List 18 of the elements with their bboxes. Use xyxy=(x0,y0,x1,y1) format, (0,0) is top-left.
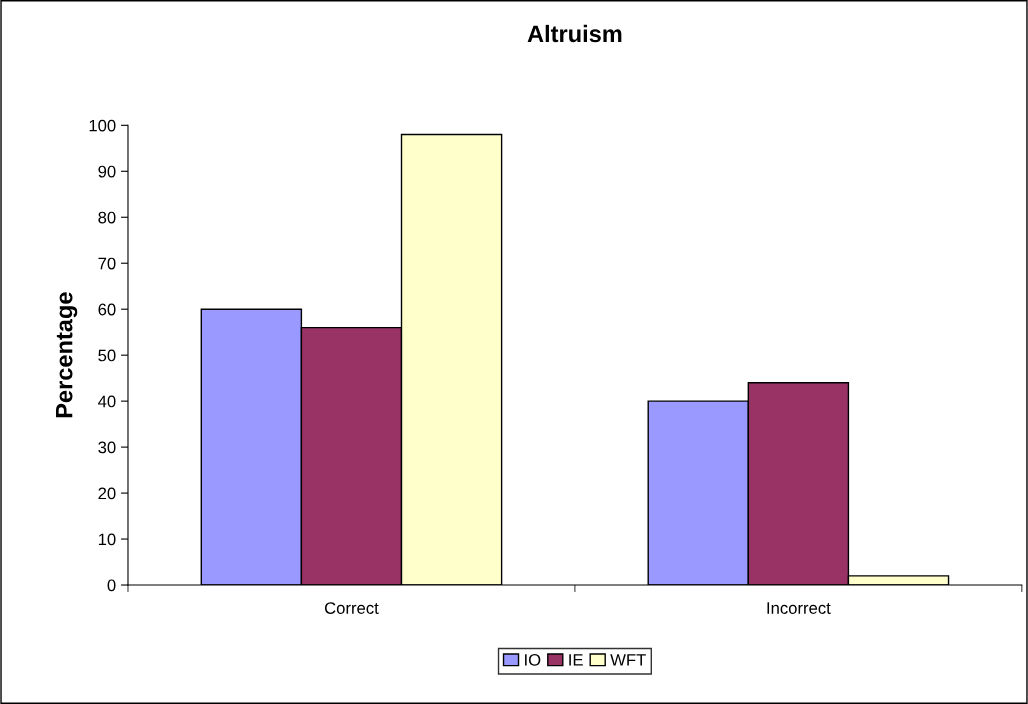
x-tick-label: Incorrect xyxy=(767,602,831,614)
y-tick-label: 0 xyxy=(107,579,116,592)
legend-label: IE xyxy=(569,654,583,666)
y-tick-label: 60 xyxy=(98,303,116,316)
y-tick-label: 80 xyxy=(98,211,116,224)
y-axis-title: Percentage xyxy=(56,292,78,418)
y-tick-label: 30 xyxy=(98,441,116,454)
legend-label: IO xyxy=(525,653,541,666)
x-tick-label: Correct xyxy=(324,602,379,614)
y-tick-label: 50 xyxy=(98,349,116,362)
chart-title: Altruism xyxy=(527,24,622,43)
y-tick-label: 100 xyxy=(89,119,116,132)
y-tick-label: 10 xyxy=(98,533,116,546)
y-tick-label: 70 xyxy=(98,257,116,270)
legend-label: WFT xyxy=(610,654,646,666)
y-tick-label: 90 xyxy=(98,165,116,178)
y-tick-label: 20 xyxy=(98,487,116,500)
y-tick-label: 40 xyxy=(98,395,116,408)
